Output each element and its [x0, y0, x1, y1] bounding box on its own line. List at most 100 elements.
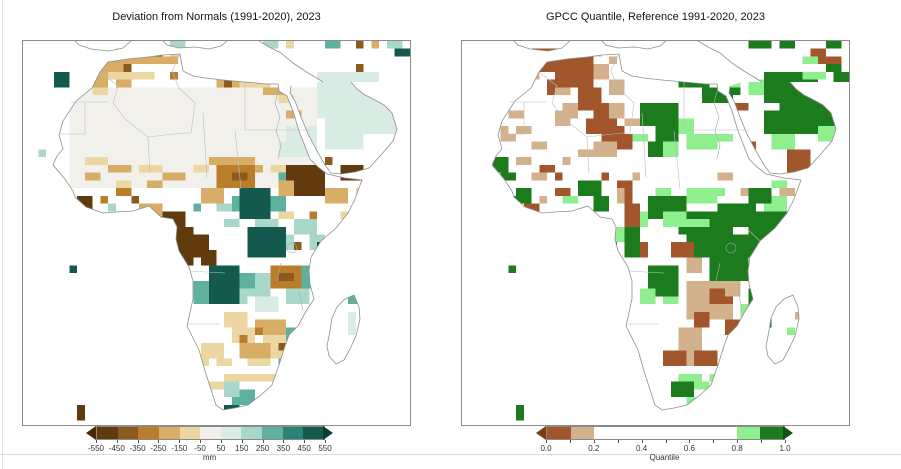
colorbar-segments [546, 426, 785, 440]
map-cell [779, 188, 795, 196]
map-cell [802, 288, 826, 305]
map-cell [748, 188, 772, 204]
colorbar-segment [736, 427, 761, 439]
map-cell [100, 195, 109, 204]
colorbar-tick-label: 450 [297, 444, 311, 453]
colorbar-tick [116, 440, 118, 443]
map-cell [239, 273, 256, 289]
colorbar-unit-label: Quantile [649, 453, 680, 462]
map-cell [771, 180, 788, 189]
left-edge-rule [2, 0, 3, 469]
colorbar-over-arrow [323, 426, 333, 440]
map-cell [293, 242, 302, 250]
map-cell [593, 64, 610, 80]
colorbar-tick-label: 250 [255, 444, 270, 453]
colorbar-tick [593, 440, 595, 443]
map-cell [833, 56, 842, 65]
colorbar-tick-label: -150 [171, 444, 188, 453]
map-cell [247, 226, 287, 258]
map-cell [255, 296, 279, 312]
map-cell [492, 141, 501, 150]
map-cell [787, 149, 811, 173]
map-cell [663, 350, 687, 367]
map-cell [554, 87, 571, 96]
map-cell [348, 311, 356, 336]
colorbar-under-arrow [86, 426, 96, 440]
colorbar-segment [760, 427, 785, 439]
map-cell [53, 71, 70, 88]
map-cell [77, 211, 101, 227]
map-cell [255, 56, 263, 65]
map-cell [208, 157, 256, 165]
colorbar-segment [241, 427, 263, 439]
colorbar-tick [737, 440, 739, 443]
colorbar-segment [158, 427, 180, 439]
map-cell [231, 56, 256, 65]
map-cell [694, 350, 718, 367]
map-cell [609, 56, 617, 65]
map-cell [301, 265, 325, 289]
map-cell [224, 404, 240, 410]
map-cell [278, 141, 294, 158]
map-cell [146, 180, 163, 189]
map-cell [500, 133, 517, 142]
map-cell [208, 381, 225, 390]
colorbar-tick [641, 440, 643, 443]
map-cell [208, 64, 232, 72]
map-cell [748, 265, 772, 281]
map-cell [624, 48, 641, 57]
map-cell [609, 102, 625, 119]
map-cell [38, 149, 47, 158]
colorbar-tick [689, 440, 691, 443]
colorbar-tick [158, 440, 160, 443]
map-cell [224, 79, 232, 88]
colorbar-tick [785, 440, 786, 443]
deviation-map-title: Deviation from Normals (1991-2020), 2023 [112, 11, 321, 23]
map-cell [593, 141, 617, 158]
map-cell [340, 257, 349, 266]
map-cell [670, 48, 679, 57]
colorbar-tick [96, 440, 97, 443]
map-cell [554, 110, 571, 127]
map-cell [371, 327, 387, 351]
map-cell [825, 41, 842, 49]
map-cell [686, 219, 710, 227]
map-cell [578, 211, 594, 220]
map-cell [131, 71, 155, 80]
map-cell [787, 327, 795, 336]
colorbar-tick [262, 440, 264, 443]
colorbar-tick-label: 150 [235, 444, 249, 453]
map-cell [170, 41, 186, 49]
map-cell [640, 102, 679, 127]
map-cell [108, 71, 132, 80]
map-cell [554, 188, 571, 196]
map-cell [239, 335, 248, 343]
map-cell [818, 126, 842, 142]
map-cell [748, 219, 772, 243]
map-cell [278, 95, 294, 103]
map-cell [825, 149, 842, 158]
map-cell [732, 102, 749, 111]
colorbar-tick-label: 550 [318, 444, 332, 453]
map-cell [732, 87, 741, 96]
map-cell [239, 342, 271, 359]
map-cell [139, 203, 163, 220]
map-cell [193, 203, 202, 212]
map-cell [562, 195, 579, 204]
map-cell [686, 133, 718, 150]
map-cell [123, 219, 140, 227]
colorbar-tick-label: 0.8 [731, 444, 743, 453]
map-cell [247, 404, 271, 410]
map-cell [818, 319, 826, 328]
map-cell [609, 79, 625, 96]
colorbar-tick [137, 440, 139, 443]
map-cell [818, 56, 834, 65]
map-cell [231, 397, 248, 405]
colorbar-segment [200, 427, 221, 439]
colorbar-segments [96, 426, 325, 440]
colorbar-unit-label: mm [202, 453, 217, 462]
colorbar-segment [282, 427, 304, 439]
colorbar-tick [569, 440, 571, 443]
colorbar-tick [713, 440, 715, 443]
map-cell [624, 203, 641, 227]
